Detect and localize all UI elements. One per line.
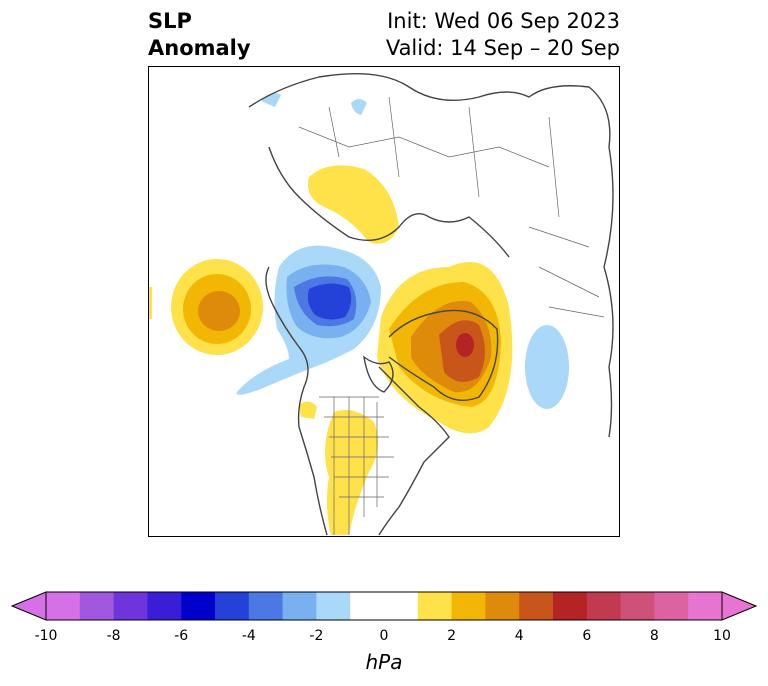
colorbar-tick-label: -10 [34, 628, 58, 644]
valid-range: Valid: 14 Sep – 20 Sep [385, 36, 620, 60]
greenland-coast [388, 309, 499, 401]
colorbar-tick-label: 10 [713, 628, 731, 644]
map-title: SLP Anomaly [148, 8, 251, 62]
coastline-layer [248, 73, 614, 536]
colorbar-segment [384, 592, 419, 620]
colorbar-segments [46, 592, 723, 620]
title-line-1: SLP [148, 9, 192, 33]
edge-high [149, 287, 152, 319]
map-canvas [149, 73, 614, 536]
colorbar-tick-label: -2 [309, 628, 324, 644]
colorbar-segment [688, 592, 723, 620]
na-east-coast [378, 366, 450, 536]
state-borders-v [333, 397, 378, 535]
colorbar-segment [350, 592, 385, 620]
colorbar-segment [553, 592, 588, 620]
colorbar-tick-label: 0 [379, 628, 389, 644]
colorbar-tick-label: -4 [241, 628, 256, 644]
colorbar-tick-label: 2 [447, 628, 457, 644]
na-west-coast [265, 266, 328, 536]
colorbar-segment [113, 592, 148, 620]
colorbar-segment [586, 592, 622, 620]
colorbar-tick-label: 8 [649, 628, 659, 644]
colorbar-segment [215, 592, 250, 620]
colorbar-tick-label: 6 [582, 628, 592, 644]
anomaly-negative-layer [236, 93, 569, 409]
eurasia-coast [248, 73, 614, 438]
colorbar-segment [79, 592, 115, 620]
arctic-islands [363, 355, 394, 393]
colorbar-segment [147, 592, 182, 620]
greenland-high-core [456, 333, 474, 357]
colorbar-segment [417, 592, 453, 620]
title-line-2: Anomaly [148, 36, 251, 60]
west-coast-high [299, 401, 317, 419]
colorbar-segment [282, 592, 317, 620]
colorbar-unit-label: hPa [365, 650, 403, 674]
map-panel [148, 66, 620, 537]
us-high [325, 409, 378, 535]
colorbar-segment [46, 592, 81, 620]
border-layer [298, 96, 605, 535]
colorbar-min-extension [10, 591, 47, 621]
anomaly-fill-layer [149, 165, 513, 535]
siberia-coast [268, 146, 510, 258]
colorbar-tick-label: -8 [106, 628, 121, 644]
colorbar [10, 591, 758, 621]
colorbar-segment [181, 592, 216, 620]
siberian-high [308, 165, 399, 244]
europe-borders [528, 226, 605, 318]
colorbar-segment [620, 592, 655, 620]
arctic-low-4 [307, 283, 352, 320]
colorbar-segment [451, 592, 486, 620]
colorbar-segment [485, 592, 520, 620]
date-info: Init: Wed 06 Sep 2023 Valid: 14 Sep – 20… [386, 8, 620, 62]
country-borders [298, 96, 560, 218]
colorbar-segment [316, 592, 351, 620]
colorbar-segment [654, 592, 689, 620]
small-low-2 [351, 99, 367, 115]
init-date: Init: Wed 06 Sep 2023 [387, 9, 620, 33]
atlantic-low [525, 325, 569, 409]
colorbar-tick-label: -6 [174, 628, 189, 644]
colorbar-tick-label: 4 [514, 628, 524, 644]
colorbar-max-extension [721, 591, 758, 621]
colorbar-segment [248, 592, 284, 620]
colorbar-segment [519, 592, 554, 620]
pacific-high-core [198, 291, 240, 331]
colorbar-outline [45, 591, 723, 621]
